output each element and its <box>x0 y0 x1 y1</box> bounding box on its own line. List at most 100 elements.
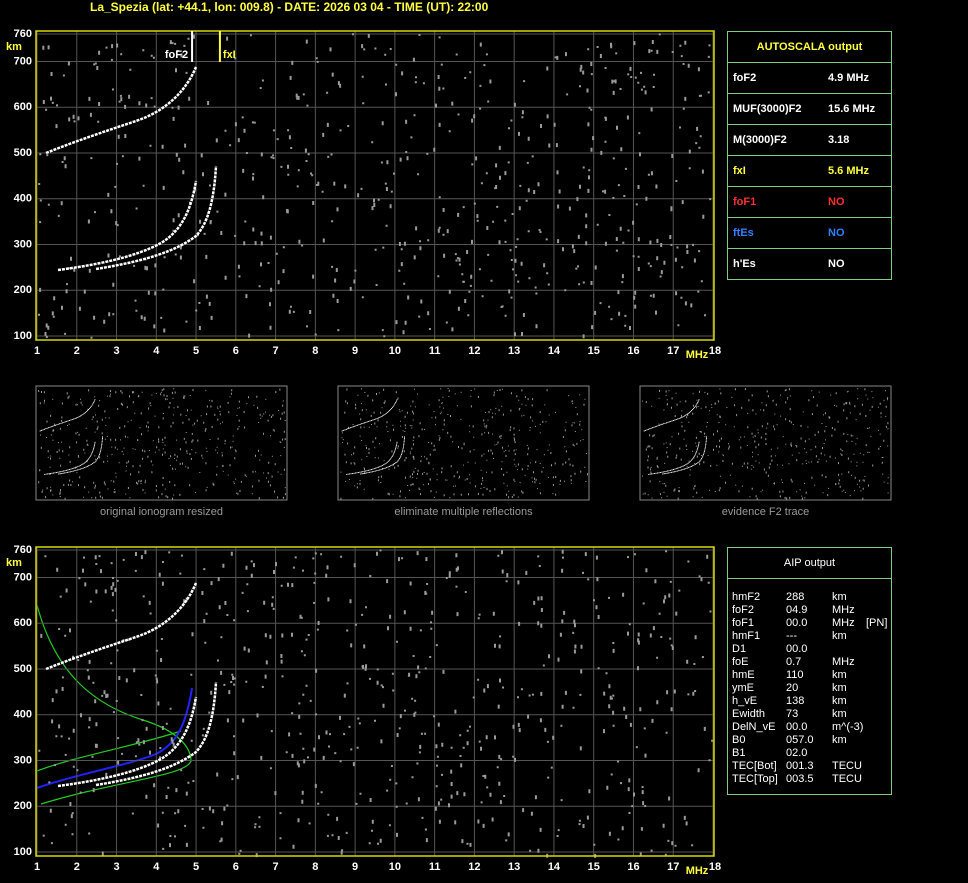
x-tick-label: 11 <box>429 861 441 873</box>
thumbnail-trace <box>39 398 104 475</box>
label: foF1 <box>732 617 755 629</box>
value: --- <box>786 630 797 642</box>
x-tick-label: 15 <box>588 345 600 357</box>
table-row: ftEs NO <box>728 218 891 249</box>
model-profile <box>36 604 192 805</box>
unit: km <box>832 591 847 603</box>
value: 02.0 <box>786 747 808 759</box>
table-row: foF2 04.9 MHz <box>728 604 891 617</box>
y-tick-label: 600 <box>14 101 32 113</box>
y-tick-label: 500 <box>14 663 32 675</box>
table-title: AIP output <box>728 548 891 579</box>
thumbnail-caption: evidence F2 trace <box>721 506 810 518</box>
y-tick-label: 600 <box>14 617 32 629</box>
table-row: foE 0.7 MHz <box>728 656 891 669</box>
label: foF2 <box>733 72 757 84</box>
x-tick-label: 16 <box>627 861 639 873</box>
x-tick-label: 2 <box>74 861 80 873</box>
table-row: hmE 110 km <box>728 669 891 682</box>
label: B1 <box>732 747 746 759</box>
value: 00.0 <box>786 721 808 733</box>
table-row: Ewidth 73 km <box>728 708 891 721</box>
value: 15.6 MHz <box>828 103 876 115</box>
value: 5.6 MHz <box>828 165 869 177</box>
x-tick-label: 10 <box>389 345 401 357</box>
table-row: ymE 20 km <box>728 682 891 695</box>
y-tick-label: 400 <box>14 193 32 205</box>
label: fxI <box>733 165 746 177</box>
label: hmF2 <box>732 591 761 603</box>
noise <box>38 549 714 858</box>
x-tick-label: 14 <box>548 345 561 357</box>
x-unit: MHz <box>686 865 709 877</box>
value: 288 <box>786 591 805 603</box>
label: MUF(3000)F2 <box>733 103 802 115</box>
table-row: hmF2 288 km <box>728 591 891 604</box>
label: DelN_vE <box>732 721 776 733</box>
x-tick-label: 3 <box>113 345 119 357</box>
thumbnail-caption: original ionogram resized <box>100 506 223 518</box>
table-row: D1 00.0 <box>728 643 891 656</box>
y-tick-label: 100 <box>14 846 32 858</box>
table-row: foF2 4.9 MHz <box>728 63 891 94</box>
value: 4.9 MHz <box>828 72 869 84</box>
thumbnail-frame <box>337 385 590 501</box>
title: La_Spezia (lat: +44.1, lon: 009.8) - DAT… <box>90 0 489 14</box>
unit: km <box>832 734 847 746</box>
table-title: AUTOSCALA output <box>728 32 891 63</box>
table-row: h'Es NO <box>728 249 891 279</box>
x-tick-label: 16 <box>627 345 639 357</box>
unit: TECU <box>832 773 862 785</box>
value: 3.18 <box>828 134 850 146</box>
value: NO <box>828 196 845 208</box>
y-tick-label: 100 <box>14 330 32 342</box>
table-row: fxI 5.6 MHz <box>728 156 891 187</box>
label: TEC[Bot] <box>732 760 777 772</box>
table-row: B0 057.0 km <box>728 734 891 747</box>
x-tick-label: 5 <box>193 345 199 357</box>
x-tick-label: 5 <box>193 861 199 873</box>
marker-label: foF2 <box>165 49 188 61</box>
y-tick-label: 500 <box>14 147 32 159</box>
value: 003.5 <box>786 773 814 785</box>
x-tick-label: 4 <box>153 345 160 357</box>
value: 0.7 <box>786 656 802 668</box>
x-tick-label: 8 <box>312 861 318 873</box>
label: h'Es <box>733 258 756 270</box>
label: hmE <box>732 669 755 681</box>
x-tick-label: 6 <box>233 861 239 873</box>
value: 20 <box>786 682 799 694</box>
x-tick-label: 18 <box>709 861 721 873</box>
table-row: TEC[Bot] 001.3 TECU <box>728 760 891 773</box>
unit: km <box>832 669 847 681</box>
unit: km <box>832 708 847 720</box>
x-tick-label: 7 <box>273 861 279 873</box>
y-tick-label: 300 <box>14 238 32 250</box>
x-tick-label: 10 <box>389 861 401 873</box>
value: NO <box>828 258 845 270</box>
thumbnail-frame <box>35 385 288 501</box>
label: foF1 <box>733 196 757 208</box>
label: hmF1 <box>732 630 761 642</box>
x-tick-label: 1 <box>34 861 40 873</box>
x-tick-label: 14 <box>548 861 561 873</box>
label: foE <box>732 656 749 668</box>
table-row: B1 02.0 <box>728 747 891 760</box>
x-tick-label: 9 <box>352 345 358 357</box>
autoscala-table: AUTOSCALA output foF2 4.9 MHz MUF(3000)F2 15… <box>727 31 892 280</box>
label: Ewidth <box>732 708 766 720</box>
noise <box>642 388 889 500</box>
y-tick-label: 200 <box>14 284 32 296</box>
x-tick-label: 13 <box>508 861 520 873</box>
table-row: foF1 00.0 MHz [PN] <box>728 617 891 630</box>
table-row: DelN_vE 00.0 m^(-3) <box>728 721 891 734</box>
flag: [PN] <box>866 617 888 629</box>
aip-table: AIP output hmF2 288 km foF2 04.9 MHz foF1 00.0 MH… <box>727 547 892 795</box>
y-unit: km <box>6 557 22 569</box>
value: 00.0 <box>786 643 808 655</box>
unit: MHz <box>832 617 855 629</box>
x-unit: MHz <box>686 349 709 361</box>
y-tick-label: 700 <box>14 571 32 583</box>
